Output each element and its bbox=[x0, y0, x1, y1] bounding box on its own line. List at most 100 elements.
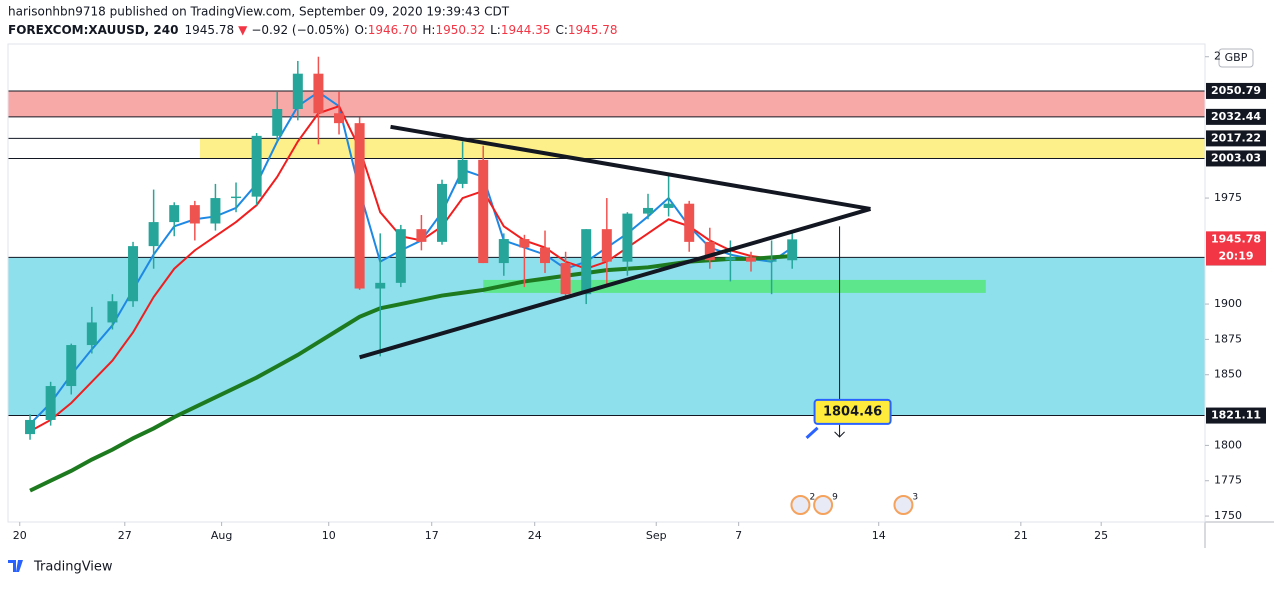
event-icon bbox=[813, 495, 834, 515]
arrow-head bbox=[834, 431, 845, 438]
countdown: 20:19 bbox=[1218, 249, 1253, 262]
candle-body bbox=[540, 247, 551, 264]
ohlc-key: L: bbox=[490, 23, 501, 37]
y-tick-label: 1775 bbox=[1214, 474, 1242, 487]
ohlc-value: 1945.78 bbox=[568, 23, 618, 37]
candle-body bbox=[437, 183, 448, 242]
candle-body bbox=[457, 159, 468, 184]
x-tick-label: 17 bbox=[425, 529, 439, 542]
candle-body bbox=[622, 213, 633, 262]
event-count: 2 bbox=[809, 493, 815, 503]
moving-average bbox=[29, 90, 793, 425]
ohlc-key: O: bbox=[354, 23, 367, 37]
currency: GBP bbox=[1225, 51, 1248, 64]
price-label-box bbox=[1206, 407, 1266, 424]
candle-body bbox=[766, 260, 777, 262]
x-tick-label: 14 bbox=[872, 529, 886, 542]
candle-body bbox=[25, 419, 36, 435]
candle-body bbox=[663, 203, 674, 208]
y-tick-label: 1975 bbox=[1214, 191, 1242, 204]
y-tick-label: 2 bbox=[1214, 50, 1221, 63]
change: −0.92 (−0.05%) bbox=[251, 23, 349, 37]
y-tick-label: 1900 bbox=[1214, 297, 1242, 310]
price-label: 2050.79 bbox=[1211, 84, 1261, 97]
candle-body bbox=[251, 135, 262, 197]
candle-body bbox=[725, 257, 736, 261]
target-label-box bbox=[813, 398, 892, 425]
candle-body bbox=[354, 123, 365, 289]
target-label: 1804.46 bbox=[823, 404, 882, 419]
ohlc-key: H: bbox=[422, 23, 435, 37]
candle-body bbox=[519, 239, 530, 248]
candle-body bbox=[478, 159, 489, 264]
zone bbox=[8, 90, 1205, 117]
candle-body bbox=[292, 73, 303, 110]
plot-area: 2 9 3 bbox=[8, 56, 1205, 515]
moving-average bbox=[29, 254, 793, 493]
trendline bbox=[359, 207, 872, 360]
ohlc-value: 1946.70 bbox=[368, 23, 418, 37]
brand: TradingView bbox=[33, 560, 113, 575]
last-price-box bbox=[1206, 231, 1266, 266]
candle-body bbox=[189, 205, 200, 224]
candle-body bbox=[272, 109, 283, 136]
price-label: 2003.03 bbox=[1211, 151, 1261, 164]
candle-body bbox=[107, 301, 118, 323]
candle-body bbox=[210, 198, 221, 224]
candle-body bbox=[787, 239, 798, 261]
candle-body bbox=[581, 229, 592, 295]
event-icon bbox=[790, 495, 811, 515]
candle-body bbox=[395, 229, 406, 283]
currency-box bbox=[1218, 48, 1254, 68]
candle-body bbox=[746, 257, 757, 262]
candle-body bbox=[148, 222, 159, 247]
candle-body bbox=[375, 282, 386, 289]
x-tick-label: 24 bbox=[528, 529, 542, 542]
change-arrow: ▼ bbox=[238, 23, 248, 37]
x-tick-label: 21 bbox=[1014, 529, 1028, 542]
candle-body bbox=[704, 241, 715, 261]
candle-body bbox=[643, 207, 654, 214]
price-label: 2032.44 bbox=[1211, 110, 1261, 123]
candle-body bbox=[169, 205, 180, 223]
last-price: 1945.78 bbox=[184, 23, 234, 37]
y-tick-label: 1850 bbox=[1214, 368, 1242, 381]
ohlc-value: 1944.35 bbox=[501, 23, 551, 37]
symbol: FOREXCOM:XAUUSD, 240 bbox=[8, 23, 178, 37]
candle-body bbox=[231, 196, 242, 199]
x-tick-label: Sep bbox=[646, 529, 667, 542]
last-price-label: 1945.78 bbox=[1211, 232, 1261, 245]
candle-body bbox=[334, 113, 345, 124]
candle-body bbox=[66, 345, 77, 387]
event-icon bbox=[893, 495, 914, 515]
y-tick-label: 1750 bbox=[1214, 509, 1242, 522]
candle-body bbox=[560, 263, 571, 295]
trendline bbox=[390, 124, 871, 211]
plot-border bbox=[7, 43, 1206, 523]
ohlc-key: C: bbox=[555, 23, 567, 37]
candle-body bbox=[684, 203, 695, 242]
event-count: 9 bbox=[832, 493, 838, 503]
candle-body bbox=[498, 239, 509, 264]
x-tick-label: 20 bbox=[13, 529, 27, 542]
x-tick-label: 25 bbox=[1094, 529, 1108, 542]
y-tick-label: 1875 bbox=[1214, 332, 1242, 345]
event-count: 3 bbox=[912, 493, 918, 503]
price-label-box bbox=[1206, 130, 1266, 147]
ohlc-value: 1950.32 bbox=[435, 23, 485, 37]
x-tick-label: Aug bbox=[211, 529, 232, 542]
symbol-line: FOREXCOM:XAUUSD, 240 1945.78 ▼ −0.92 (−0.05… bbox=[8, 23, 617, 37]
candle-body bbox=[128, 246, 139, 302]
y-tick-label: 1800 bbox=[1214, 438, 1242, 451]
candle-body bbox=[601, 229, 612, 262]
x-tick-label: 7 bbox=[735, 529, 742, 542]
zone bbox=[483, 279, 986, 293]
zone bbox=[199, 138, 1205, 159]
candle-body bbox=[313, 73, 324, 114]
candle-body bbox=[86, 322, 97, 346]
price-label-box bbox=[1206, 150, 1266, 167]
price-label-box bbox=[1206, 82, 1266, 99]
price-label: 1821.11 bbox=[1211, 409, 1261, 422]
price-label-box bbox=[1206, 108, 1266, 125]
